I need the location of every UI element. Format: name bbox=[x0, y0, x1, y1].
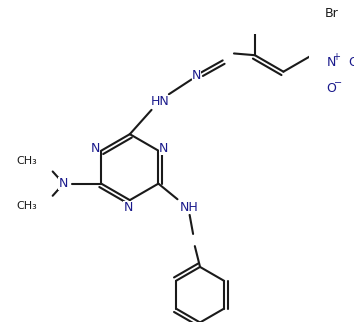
Text: N: N bbox=[91, 142, 100, 155]
Text: N: N bbox=[159, 142, 168, 155]
Text: N: N bbox=[124, 201, 133, 213]
Text: N: N bbox=[192, 69, 201, 82]
Text: +: + bbox=[332, 52, 340, 62]
Text: O: O bbox=[349, 56, 354, 69]
Text: CH₃: CH₃ bbox=[16, 201, 37, 211]
Text: −: − bbox=[334, 78, 342, 88]
Text: N: N bbox=[58, 177, 68, 190]
Text: N: N bbox=[326, 56, 336, 69]
Text: HN: HN bbox=[151, 95, 170, 108]
Text: O: O bbox=[326, 82, 336, 95]
Text: NH: NH bbox=[180, 202, 199, 214]
Text: Br: Br bbox=[325, 7, 339, 20]
Text: CH₃: CH₃ bbox=[16, 156, 37, 166]
